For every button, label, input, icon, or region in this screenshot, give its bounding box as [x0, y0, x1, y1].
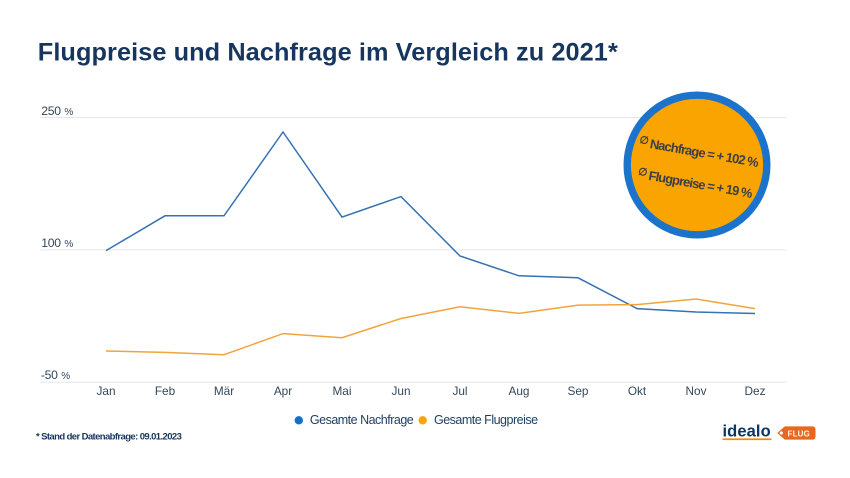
- svg-text:Feb: Feb: [155, 384, 176, 398]
- svg-text:Apr: Apr: [274, 384, 292, 398]
- svg-text:Nov: Nov: [686, 384, 707, 398]
- svg-text:Mär: Mär: [214, 384, 234, 398]
- svg-text:Flugpreise und Nachfrage im Ve: Flugpreise und Nachfrage im Vergleich zu…: [38, 39, 618, 67]
- svg-text:Jul: Jul: [452, 384, 467, 398]
- svg-text:Jun: Jun: [391, 384, 410, 398]
- svg-text:-50%: -50%: [41, 368, 70, 382]
- svg-text:250%: 250%: [41, 104, 73, 118]
- svg-text:Mai: Mai: [332, 384, 351, 398]
- svg-text:Okt: Okt: [628, 384, 647, 398]
- svg-text:Gesamte Nachfrage: Gesamte Nachfrage: [310, 413, 414, 427]
- svg-text:100%: 100%: [41, 236, 73, 250]
- svg-text:Dez: Dez: [745, 384, 766, 398]
- svg-text:Gesamte Flugpreise: Gesamte Flugpreise: [434, 413, 538, 427]
- svg-text:Jan: Jan: [96, 384, 115, 398]
- svg-text:FLUG: FLUG: [788, 430, 811, 439]
- svg-text:* Stand der Datenabfrage: 09.0: * Stand der Datenabfrage: 09.01.2023: [36, 431, 182, 442]
- svg-text:idealo: idealo: [723, 423, 771, 441]
- svg-text:Aug: Aug: [509, 384, 530, 398]
- svg-text:Sep: Sep: [568, 384, 589, 398]
